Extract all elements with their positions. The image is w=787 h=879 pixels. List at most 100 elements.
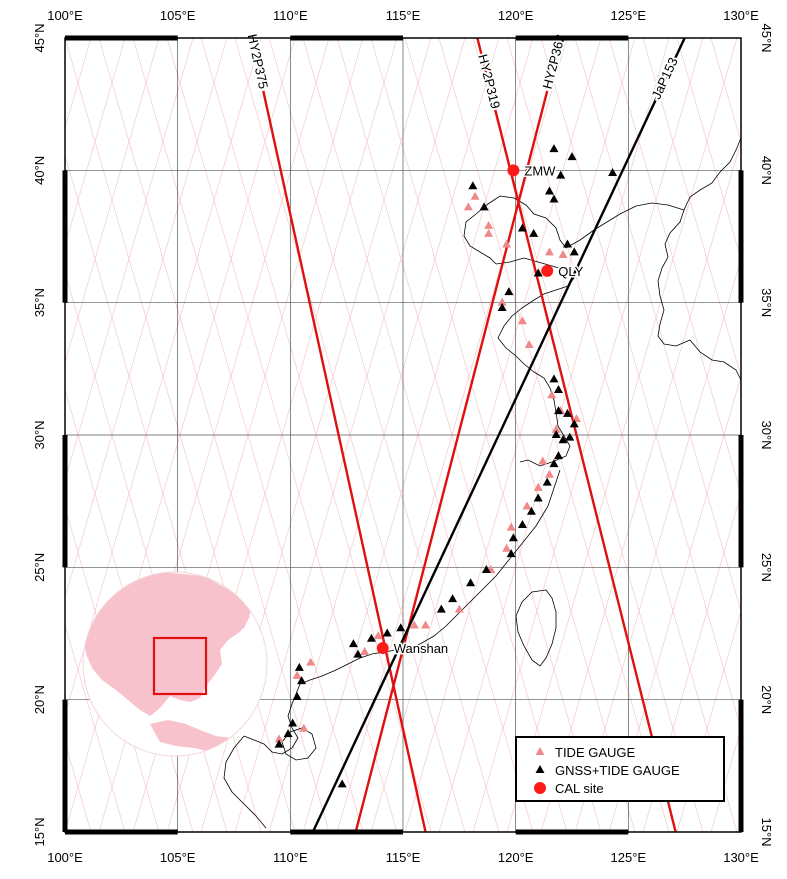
gnss-tide-gauge-marker — [549, 459, 559, 468]
track-labels: HY2P375 HY2P319 HY2P362 JaP153 — [243, 31, 683, 113]
background-track — [779, 38, 787, 832]
lon-label-top: 125°E — [611, 8, 647, 23]
lon-label-top: 100°E — [47, 8, 83, 23]
background-track — [0, 38, 23, 832]
tide-gauge-marker — [373, 631, 383, 640]
tide-gauge-marker — [502, 239, 512, 248]
background-track — [0, 38, 23, 832]
tide-gauge-marker — [517, 316, 527, 325]
gnss-tide-gauge-marker — [294, 662, 304, 671]
gnss-tide-gauge-marker — [396, 623, 406, 632]
tide-gauge-marker — [558, 250, 568, 259]
gnss-tide-gauge-marker — [558, 435, 568, 444]
gnss-tide-gauge-marker — [348, 639, 358, 648]
lon-label-top: 115°E — [386, 8, 421, 23]
gnss-tide-gauge-marker — [448, 594, 458, 603]
lat-label-left: 25°N — [32, 553, 47, 582]
lon-label-top: 105°E — [160, 8, 196, 23]
korea-coastline — [657, 137, 741, 381]
track-jap153 — [311, 38, 686, 832]
cal-site-label-wanshan: Wanshan — [394, 641, 448, 656]
gnss-tide-gauge-markers — [274, 144, 618, 788]
lat-label-left: 30°N — [32, 420, 47, 449]
tide-gauge-marker — [274, 734, 284, 743]
gnss-tide-gauge-marker — [366, 633, 376, 642]
lon-label-top: 130°E — [723, 8, 759, 23]
tide-gauge-marker — [538, 456, 548, 465]
gnss-tide-gauge-marker — [608, 167, 618, 176]
gnss-tide-gauge-marker — [542, 477, 552, 486]
satellite-tracks — [262, 38, 686, 832]
map-frame-ticks — [62, 35, 744, 835]
lat-label-right: 40°N — [759, 156, 774, 185]
gnss-tide-gauge-marker — [508, 533, 518, 542]
gnss-tide-gauge-marker — [517, 223, 527, 232]
gnss-tide-gauge-marker — [292, 692, 302, 701]
legend-label: TIDE GAUGE — [555, 745, 636, 760]
tide-gauge-marker — [522, 501, 532, 510]
lat-label-left: 40°N — [32, 156, 47, 185]
legend-label: CAL site — [555, 781, 604, 796]
gnss-tide-gauge-marker — [529, 228, 539, 237]
globe-japan-landmass — [230, 612, 250, 634]
gnss-tide-gauge-marker — [466, 578, 476, 587]
gnss-tide-gauge-marker — [562, 408, 572, 417]
lat-label-right: 15°N — [759, 817, 774, 846]
legend-symbol-gnss-tide-gauge — [535, 765, 545, 773]
gnss-tide-gauge-marker — [544, 186, 554, 195]
track-label-jap153: JaP153 — [648, 55, 680, 101]
globe-asia-landmass — [84, 572, 252, 716]
tide-gauge-marker — [544, 469, 554, 478]
gnss-tide-gauge-marker — [553, 451, 563, 460]
lat-label-left: 20°N — [32, 685, 47, 714]
tide-gauge-marker — [360, 647, 370, 656]
lon-label-bottom: 110°E — [273, 850, 308, 865]
taiwan-coastline — [515, 589, 557, 667]
tide-gauge-marker — [454, 604, 464, 613]
gnss-tide-gauge-marker — [533, 493, 543, 502]
gnss-tide-gauge-marker — [553, 406, 563, 415]
legend-box — [515, 736, 725, 802]
tide-gauge-marker — [484, 220, 494, 229]
gnss-tide-gauge-marker — [567, 152, 577, 161]
gnss-tide-gauge-marker — [382, 628, 392, 637]
gnss-tide-gauge-marker — [288, 718, 298, 727]
tide-gauge-marker — [484, 228, 494, 237]
gnss-tide-gauge-marker — [556, 170, 566, 179]
gnss-tide-gauge-marker — [533, 268, 543, 277]
track-label-hy2p362: HY2P362 — [539, 33, 567, 91]
gnss-tide-gauge-marker — [551, 430, 561, 438]
gnss-tide-gauge-marker — [526, 506, 536, 515]
lon-label-top: 120°E — [498, 8, 534, 23]
lat-label-right: 45°N — [759, 23, 774, 52]
gnss-tide-gauge-marker — [549, 194, 559, 203]
legend-symbol-tide-gauge — [535, 747, 545, 755]
gnss-tide-gauge-marker — [549, 144, 559, 153]
lon-label-bottom: 125°E — [611, 850, 647, 865]
gnss-tide-gauge-marker — [436, 604, 446, 613]
tide-gauge-marker — [497, 297, 507, 306]
gnss-tide-gauge-marker — [569, 419, 579, 428]
study-area-box — [152, 636, 208, 696]
gnss-tide-gauge-marker — [468, 181, 478, 190]
tide-gauge-marker — [506, 522, 516, 531]
gnss-tide-gauge-marker — [283, 729, 293, 738]
gnss-tide-gauge-marker — [549, 374, 559, 383]
tide-gauge-marker — [470, 191, 480, 200]
tide-gauge-marker — [463, 202, 473, 211]
lat-label-left: 45°N — [32, 23, 47, 52]
gnss-tide-gauge-marker — [553, 385, 563, 394]
cal-site-qly — [541, 264, 554, 277]
lon-label-bottom: 120°E — [498, 850, 534, 865]
background-track — [779, 38, 787, 832]
tide-gauge-marker — [533, 482, 543, 491]
lat-label-right: 30°N — [759, 420, 774, 449]
cal-site-markers: ZMW QLY Wanshan — [376, 162, 585, 658]
cal-site-wanshan — [376, 642, 389, 655]
lon-label-top: 110°E — [273, 8, 308, 23]
tide-gauge-marker — [551, 424, 561, 433]
gnss-tide-gauge-marker — [504, 287, 514, 296]
lat-label-left: 35°N — [32, 288, 47, 317]
lat-label-right: 20°N — [759, 685, 774, 714]
